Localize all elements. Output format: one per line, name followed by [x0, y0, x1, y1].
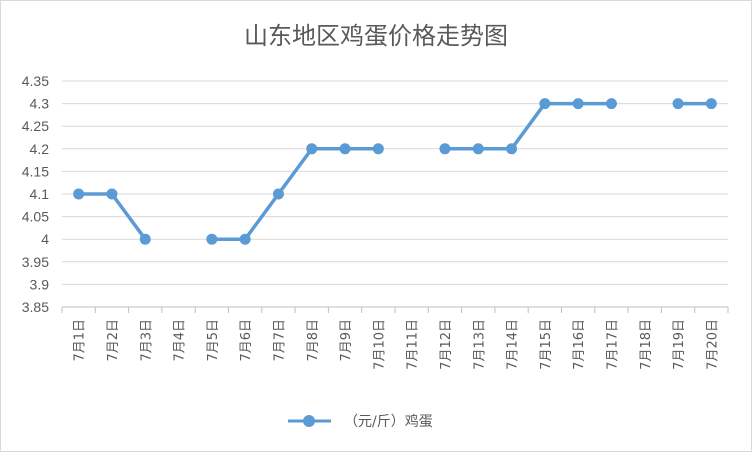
x-axis: 7月1日 7月2日 7月3日 7月4日 7月5日 7月6日 7月7日 7月8日 7月9日 7月10…	[61, 306, 729, 370]
x-tick-label: 7月12日	[439, 319, 454, 370]
data-point	[572, 98, 584, 110]
x-tick-label: 7月18日	[639, 319, 654, 370]
x-tick-label: 7月8日	[306, 319, 321, 362]
data-point	[73, 188, 85, 200]
x-tick-label: 7月6日	[239, 319, 254, 362]
x-tick-label: 7月2日	[106, 319, 121, 362]
x-tick-label: 7月19日	[672, 319, 687, 370]
x-tick-label: 7月20日	[705, 319, 720, 370]
chart-title: 山东地区鸡蛋价格走势图	[244, 22, 508, 50]
y-tick-label: 4.1	[30, 186, 50, 202]
y-tick-label: 4.2	[30, 141, 50, 157]
data-point	[506, 143, 518, 155]
data-point	[239, 233, 251, 245]
y-tick-label: 4.05	[22, 209, 49, 225]
series-line	[444, 101, 612, 151]
legend-label: （元/斤）鸡蛋	[344, 413, 433, 430]
data-point	[272, 188, 284, 200]
data-point	[206, 233, 218, 245]
y-tick-label: 4	[41, 231, 49, 247]
series-layer	[73, 98, 717, 245]
data-point	[672, 98, 684, 110]
y-tick-label: 4.25	[22, 118, 49, 134]
x-tick-label: 7月10日	[372, 319, 387, 370]
y-axis: 3.85 3.9 3.95 4 4.05 4.1 4.15 4.2 4.25 4.3 4.35	[22, 73, 49, 315]
data-point	[139, 233, 151, 245]
data-point	[306, 143, 318, 155]
legend: （元/斤）鸡蛋	[288, 413, 433, 430]
legend-marker-swatch	[303, 415, 315, 427]
gridlines	[62, 80, 728, 308]
y-tick-label: 3.9	[30, 276, 50, 292]
data-point	[472, 143, 484, 155]
x-tick-label: 7月17日	[605, 319, 620, 370]
x-tick-label: 7月13日	[472, 319, 487, 370]
data-point	[106, 188, 118, 200]
x-tick-label: 7月5日	[206, 319, 221, 362]
data-point	[605, 98, 617, 110]
x-tick-label: 7月16日	[572, 319, 587, 370]
x-tick-label: 7月4日	[173, 319, 188, 362]
y-tick-label: 4.35	[22, 73, 49, 89]
x-tick-label: 7月11日	[406, 319, 421, 370]
y-tick-label: 4.15	[22, 163, 49, 179]
y-tick-label: 4.3	[30, 96, 50, 112]
data-point	[339, 143, 351, 155]
x-tick-label: 7月1日	[73, 319, 88, 362]
data-point	[705, 98, 717, 110]
x-tick-label: 7月7日	[272, 319, 287, 362]
x-tick-label: 7月9日	[339, 319, 354, 362]
x-tick-label: 7月14日	[506, 319, 521, 370]
series-line	[211, 147, 379, 241]
x-tick-label: 7月3日	[139, 319, 154, 362]
data-point	[439, 143, 451, 155]
data-point	[539, 98, 551, 110]
data-point	[372, 143, 384, 155]
y-tick-label: 3.85	[22, 299, 49, 315]
y-tick-label: 3.95	[22, 254, 49, 270]
x-tick-label: 7月15日	[539, 319, 554, 370]
